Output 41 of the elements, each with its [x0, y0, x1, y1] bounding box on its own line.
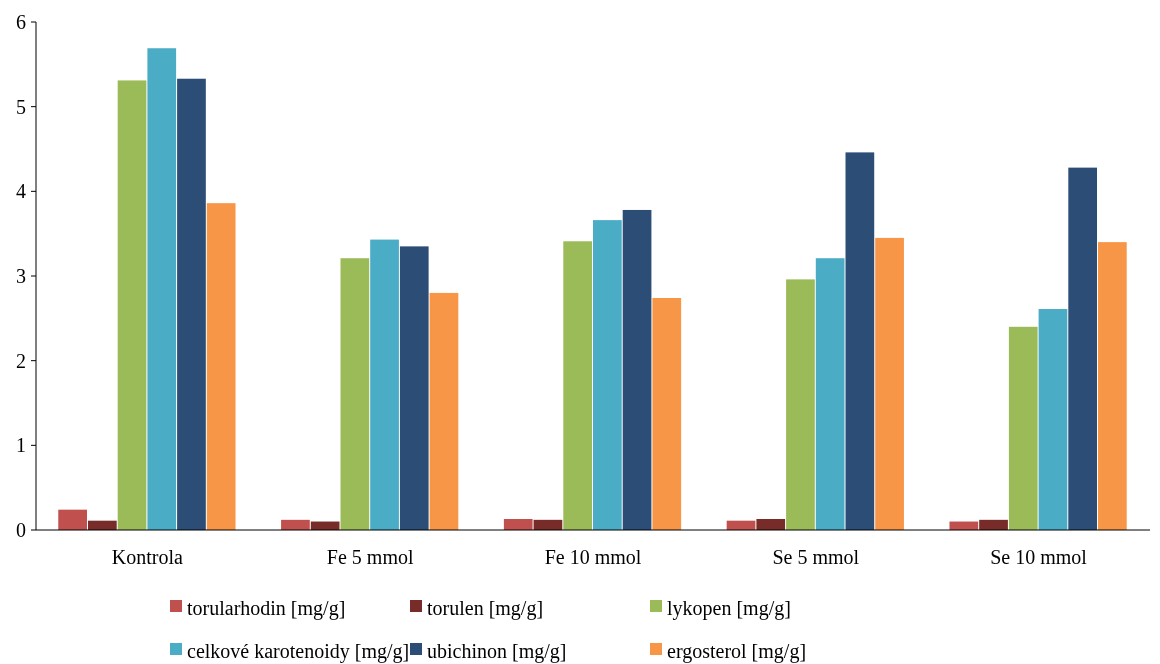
bar [399, 246, 429, 530]
bar [652, 298, 682, 530]
bar [622, 209, 652, 530]
x-tick-label: Fe 5 mmol [326, 546, 414, 568]
bar [563, 241, 592, 530]
x-tick-label: Fe 10 mmol [544, 546, 642, 568]
x-tick-label: Kontrola [111, 546, 184, 568]
legend-label: ubichinon [mg/g] [427, 640, 567, 663]
y-tick-label: 3 [16, 265, 26, 287]
bar [429, 292, 459, 530]
bar [756, 518, 786, 530]
y-tick-label: 5 [16, 95, 26, 118]
x-tick-label: Se 5 mmol [772, 546, 860, 568]
bar [147, 48, 177, 530]
legend-label: celkové karotenoidy [mg/g] [187, 640, 410, 663]
legend-label: torulen [mg/g] [427, 597, 544, 620]
bar [786, 279, 815, 530]
y-tick-label: 4 [16, 180, 26, 203]
bar [1098, 242, 1127, 530]
bar [58, 509, 87, 530]
bar [1008, 326, 1038, 530]
legend-label: torularhodin [mg/g] [187, 597, 346, 620]
bar [370, 239, 399, 530]
bar [845, 152, 875, 530]
y-tick-label: 0 [16, 519, 26, 541]
bar [340, 258, 370, 530]
y-tick-label: 1 [16, 434, 26, 457]
bar [593, 220, 622, 530]
bar [875, 237, 904, 530]
bar [815, 258, 845, 530]
x-tick-label: Se 10 mmol [990, 546, 1088, 568]
bar [177, 78, 206, 530]
bar [1038, 309, 1068, 530]
bar [117, 80, 147, 530]
legend-label: lykopen [mg/g] [667, 597, 791, 620]
bar [503, 518, 533, 530]
legend-label: ergosterol [mg/g] [667, 640, 807, 663]
bar [206, 203, 236, 530]
y-tick-label: 6 [16, 11, 26, 33]
y-tick-label: 2 [16, 349, 26, 372]
bar [1068, 167, 1098, 530]
